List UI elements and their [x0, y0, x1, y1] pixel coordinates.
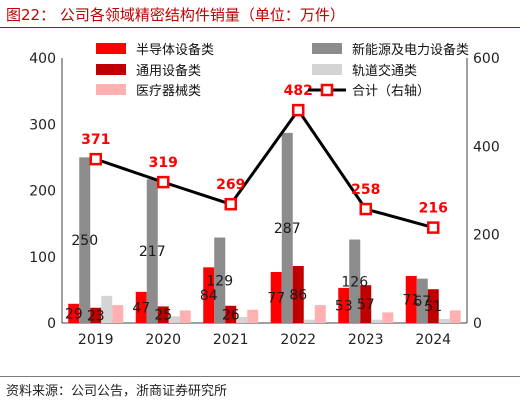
- bar: [338, 287, 350, 323]
- y-right-tick-label: 200: [473, 228, 500, 244]
- bar-data-label: 287: [274, 221, 301, 237]
- legend-swatch: [312, 64, 342, 75]
- bar: [225, 305, 237, 323]
- bar-data-label: 84: [200, 288, 218, 304]
- bar-data-label: 29: [65, 306, 83, 322]
- bar-data-label: 26: [222, 307, 240, 323]
- bar: [449, 310, 461, 323]
- bar: [247, 309, 259, 323]
- source-rule: [0, 376, 520, 377]
- y-left-tick-label: 100: [29, 250, 56, 266]
- bar-data-label: 77: [267, 290, 285, 306]
- bar: [292, 266, 304, 323]
- y-left-tick-label: 400: [29, 51, 56, 67]
- y-left-tick-label: 200: [29, 184, 56, 200]
- total-marker: [89, 152, 102, 166]
- title-rule: [0, 27, 520, 28]
- bar-data-label: 53: [335, 298, 353, 314]
- bar-data-label: 25: [154, 308, 172, 324]
- legend-label: 合计（右轴）: [352, 84, 430, 99]
- legend-swatch: [96, 84, 126, 95]
- bar: [427, 289, 439, 323]
- y-right-tick-label: 400: [473, 139, 500, 155]
- y-right-tick-label: 600: [473, 51, 500, 67]
- total-data-label: 216: [419, 201, 448, 217]
- bar: [203, 267, 215, 323]
- chart: 0 100 200 300 400 0 200 400 600 2019 2020 2021 2022 2…: [29, 42, 500, 348]
- legend-swatch: [312, 43, 342, 54]
- bar: [405, 275, 417, 323]
- bar: [179, 310, 191, 323]
- bar: [236, 317, 248, 323]
- total-line: [95, 107, 434, 230]
- x-tick-label: 2020: [145, 332, 181, 348]
- bar: [79, 157, 91, 323]
- figure-title: 图22： 公司各领域精密结构件销量（单位：万件）: [6, 6, 345, 24]
- legend-label: 通用设备类: [136, 63, 201, 79]
- legend-label: 医疗器械类: [136, 84, 201, 99]
- bar: [112, 305, 124, 323]
- bar: [101, 295, 113, 323]
- bar: [438, 319, 450, 323]
- bar-data-label: 51: [424, 299, 442, 315]
- bar-data-label: 57: [357, 297, 375, 313]
- y-left-tick-label: 0: [47, 316, 56, 332]
- bar: [214, 237, 226, 323]
- total-data-label: 371: [81, 132, 110, 148]
- bar: [382, 312, 394, 323]
- total-marker: [427, 221, 440, 234]
- source-note: 资料来源：公司公告，浙商证券研究所: [6, 384, 228, 399]
- bar: [270, 271, 282, 323]
- bar-data-label: 86: [289, 288, 307, 304]
- bar-data-label: 129: [206, 273, 233, 289]
- x-tick-label: 2022: [280, 332, 316, 348]
- bar: [168, 316, 180, 323]
- total-marker: [157, 175, 170, 189]
- bar-data-label: 217: [139, 244, 166, 260]
- bar: [314, 305, 326, 323]
- bar-data-label: 67: [413, 294, 431, 310]
- legend-swatch: [96, 43, 126, 54]
- legend-swatch: [96, 64, 126, 75]
- bar: [135, 291, 147, 323]
- bar: [303, 319, 315, 323]
- total-data-label: 258: [351, 182, 380, 198]
- bar: [68, 303, 80, 323]
- bar-data-label: 23: [87, 308, 105, 324]
- x-tick-label: 2021: [213, 332, 249, 348]
- bar-data-label: 47: [132, 300, 150, 316]
- bar: [281, 132, 293, 323]
- bar: [157, 306, 169, 323]
- x-tick-label: 2024: [415, 332, 451, 348]
- bar: [371, 319, 383, 323]
- legend-swatch: [320, 83, 334, 97]
- total-marker: [224, 197, 237, 211]
- legend-label: 新能源及电力设备类: [352, 42, 469, 58]
- bar: [146, 179, 158, 323]
- y-left-tick-label: 300: [29, 117, 56, 133]
- bar: [349, 239, 361, 323]
- bar: [360, 285, 372, 323]
- total-data-label: 269: [216, 177, 245, 193]
- total-data-label: 482: [284, 83, 313, 99]
- bar: [90, 307, 102, 323]
- total-data-label: 319: [149, 155, 178, 171]
- bar-data-label: 126: [341, 274, 368, 290]
- x-tick-label: 2023: [348, 332, 384, 348]
- total-marker: [292, 103, 305, 117]
- legend-label: 轨道交通类: [352, 63, 417, 79]
- bar-data-label: 71: [402, 292, 420, 308]
- legend-label: 半导体设备类: [136, 42, 214, 58]
- total-marker: [359, 202, 372, 216]
- y-right-tick-label: 0: [473, 316, 482, 332]
- bar-data-label: 250: [71, 233, 98, 249]
- x-tick-label: 2019: [78, 332, 114, 348]
- bar: [416, 278, 428, 323]
